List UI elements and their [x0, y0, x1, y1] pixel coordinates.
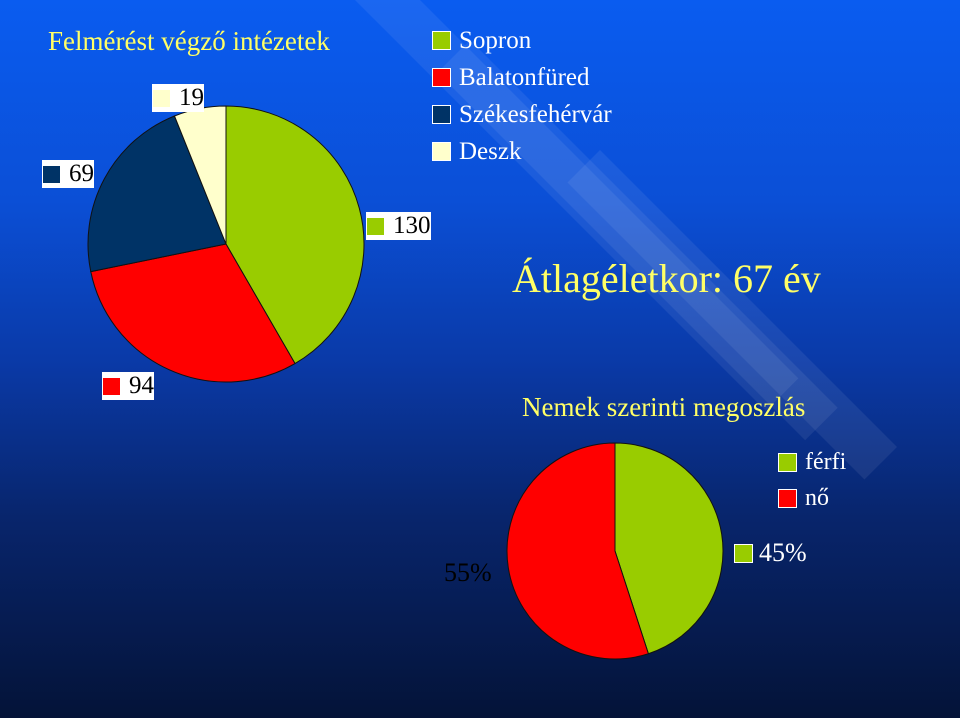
pie-slice-sopron: [225, 105, 365, 365]
chart1-title: Felmérést végző intézetek: [48, 26, 330, 56]
data-label-szekesfehervar: 69: [42, 160, 94, 188]
data-label-balatonfured: 94: [102, 372, 154, 400]
legend-swatch-deszk: [432, 142, 451, 161]
data-label-ferfi: 45%: [734, 538, 807, 568]
legend-item-sopron: Sopron: [432, 22, 612, 59]
legend-item-balatonfured: Balatonfüred: [432, 59, 612, 96]
legend-swatch-ferfi: [778, 452, 797, 472]
data-label-sopron: 130: [366, 212, 431, 240]
legend-swatch-sopron: [432, 31, 451, 50]
data-label-swatch-deszk: [152, 88, 171, 108]
pie-slice-no: [506, 442, 650, 660]
pie-slice-szekesfehervar: [87, 115, 227, 273]
legend-label-szekesfehervar: Székesfehérvár: [459, 100, 612, 128]
data-label-swatch-sopron: [366, 216, 385, 236]
chart1-legend: Sopron Balatonfüred Székesfehérvár Deszk: [432, 22, 612, 170]
legend-label-balatonfured: Balatonfüred: [459, 63, 590, 91]
pie-slice-ferfi: [614, 442, 724, 655]
chart2-legend: férfi nő: [778, 444, 846, 516]
legend-swatch-balatonfured: [432, 68, 451, 87]
data-label-swatch-balatonfured: [102, 376, 121, 396]
data-label-deszk: 19: [152, 84, 204, 112]
legend-item-no: nő: [778, 480, 846, 516]
legend-swatch-szekesfehervar: [432, 105, 451, 124]
pie-slice-balatonfured: [90, 243, 296, 383]
legend-item-ferfi: férfi: [778, 444, 846, 480]
data-label-swatch-szekesfehervar: [42, 164, 61, 184]
average-age-text: Átlagéletkor: 67 év: [512, 256, 821, 301]
legend-item-deszk: Deszk: [432, 133, 612, 170]
legend-swatch-no: [778, 488, 797, 508]
data-label-no: 55%: [444, 558, 492, 587]
legend-label-deszk: Deszk: [459, 137, 522, 165]
legend-label-sopron: Sopron: [459, 26, 532, 54]
data-label-swatch-ferfi: [734, 543, 753, 563]
legend-label-ferfi: férfi: [805, 448, 847, 475]
chart2-title: Nemek szerinti megoszlás: [522, 392, 806, 422]
legend-label-no: nő: [805, 484, 829, 511]
legend-item-szekesfehervar: Székesfehérvár: [432, 96, 612, 133]
